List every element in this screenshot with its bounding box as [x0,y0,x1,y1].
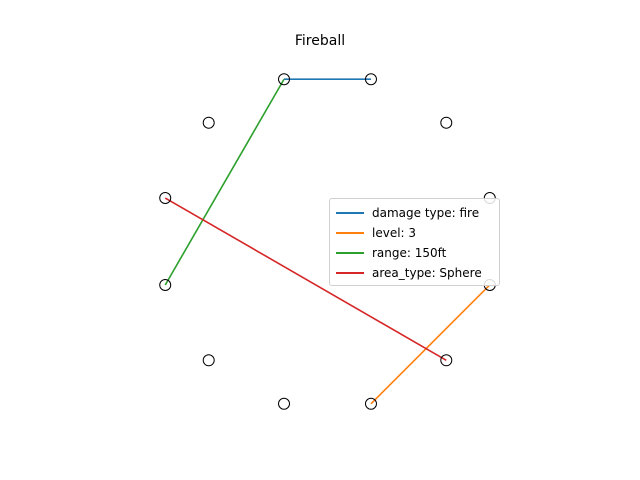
legend-swatch [336,252,364,254]
node-marker [278,73,291,86]
diagram-title: Fireball [294,33,346,49]
node-marker [440,354,453,367]
legend-label: range: 150ft [372,246,447,260]
connection-line [164,197,447,361]
node-marker [202,354,215,367]
legend-swatch [336,232,364,234]
node-marker [440,116,453,129]
connection-line [164,78,285,286]
node-marker [159,278,172,291]
legend-entry-level: level: 3 [336,223,493,243]
legend-label: area_type: Sphere [372,266,482,280]
legend-swatch [336,272,364,274]
legend-entry-area-type: area_type: Sphere [336,263,493,283]
legend-entry-damage-type: damage type: fire [336,203,493,223]
node-marker [202,116,215,129]
node-marker [364,73,377,86]
legend-label: level: 3 [372,226,417,240]
node-marker [278,397,291,410]
node-marker [364,397,377,410]
legend-entry-range: range: 150ft [336,243,493,263]
connection-line [370,284,491,405]
legend-label: damage type: fire [372,206,480,220]
legend: damage type: fire level: 3 range: 150ft … [329,198,500,286]
connection-lines [164,78,491,405]
legend-swatch [336,212,364,214]
node-marker [159,192,172,205]
